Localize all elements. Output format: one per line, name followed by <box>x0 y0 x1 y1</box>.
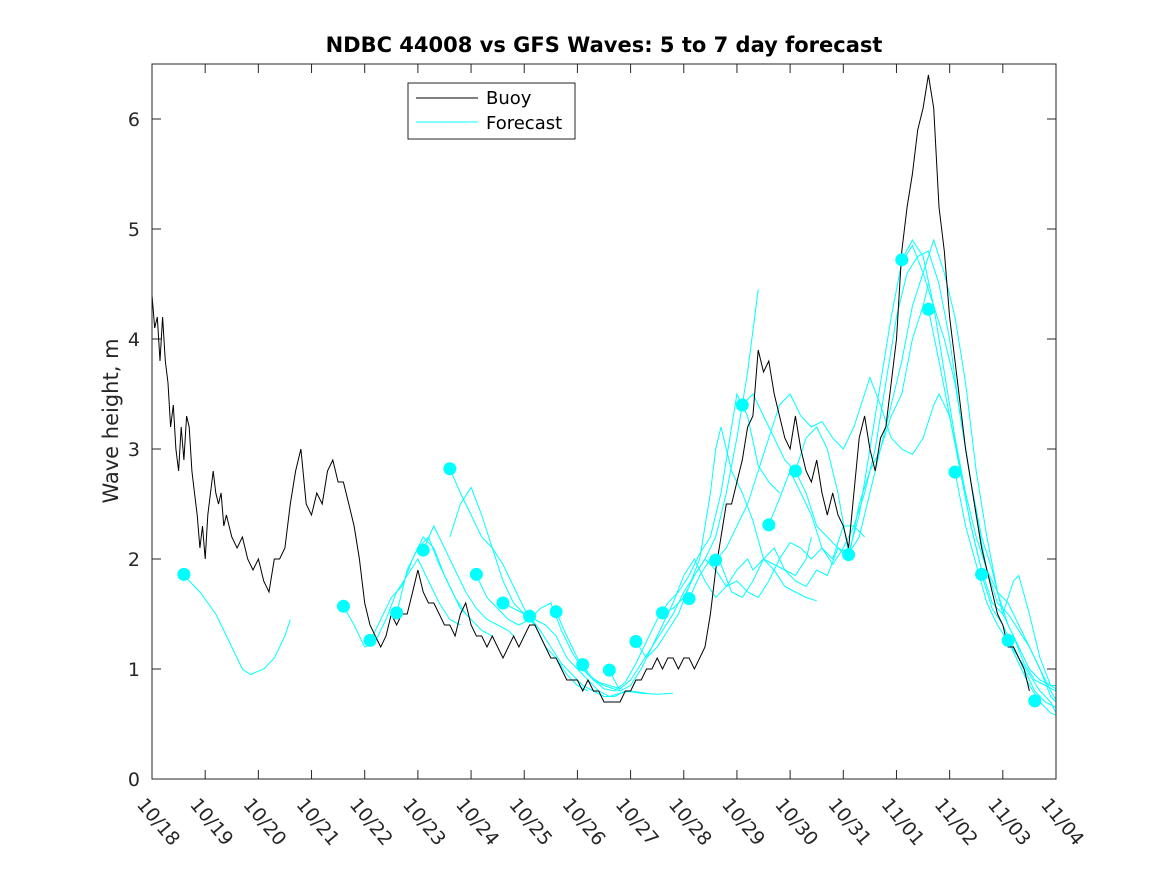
forecast-series-line <box>1007 640 1057 716</box>
forecast-series-line <box>635 426 817 659</box>
forecast-marker <box>336 599 350 613</box>
forecast-marker <box>576 658 590 672</box>
forecast-series-line <box>688 283 929 599</box>
forecast-series-line <box>927 309 1057 690</box>
forecast-marker <box>496 596 510 610</box>
forecast-marker <box>842 548 856 562</box>
forecast-marker <box>1028 694 1042 708</box>
forecast-marker <box>975 567 989 581</box>
forecast-marker <box>549 605 563 619</box>
y-tick-label: 0 <box>128 769 140 791</box>
y-tick-label: 1 <box>128 659 140 681</box>
forecast-marker <box>762 518 776 532</box>
forecast-series-line <box>183 575 291 676</box>
legend-buoy-label: Buoy <box>486 88 532 109</box>
legend-box <box>407 82 576 140</box>
forecast-marker <box>363 633 377 647</box>
forecast-marker <box>602 663 616 677</box>
forecast-series-line <box>662 525 865 614</box>
forecast-series-line <box>794 244 1057 701</box>
forecast-marker <box>469 567 483 581</box>
forecast-series-line <box>449 486 589 692</box>
forecast-marker <box>655 606 669 620</box>
forecast-series-line <box>422 524 514 637</box>
legend-forecast-label: Forecast <box>486 113 562 134</box>
forecast-lines <box>183 238 1057 716</box>
forecast-series-line <box>768 250 1057 692</box>
forecast-marker <box>390 606 404 620</box>
y-tick-label: 3 <box>128 439 140 461</box>
forecast-marker <box>177 567 191 581</box>
buoy-line <box>151 74 1030 703</box>
forecast-marker <box>895 253 909 267</box>
forecast-series-line <box>396 536 493 637</box>
forecast-marker <box>788 464 802 478</box>
forecast-marker <box>921 302 935 316</box>
y-axis-label: Wave height, m <box>99 338 123 503</box>
forecast-marker <box>1001 633 1015 647</box>
forecast-marker <box>416 543 430 557</box>
forecast-series-line <box>342 557 461 648</box>
legend: Buoy Forecast <box>407 82 576 140</box>
plot-area <box>152 64 1056 779</box>
forecast-marker <box>629 635 643 648</box>
forecast-series-line <box>901 239 1057 703</box>
plot-frame <box>151 63 1057 780</box>
y-tick-label: 2 <box>128 549 140 571</box>
forecast-markers <box>177 253 1042 708</box>
forecast-series-line <box>555 289 759 690</box>
chart-title: NDBC 44008 vs GFS Waves: 5 to 7 day fore… <box>326 33 883 57</box>
forecast-marker <box>682 592 696 606</box>
forecast-marker <box>709 553 723 567</box>
forecast-marker <box>443 462 457 476</box>
forecast-series-line <box>582 392 780 692</box>
forecast-series-line <box>715 375 983 571</box>
y-tick-label: 4 <box>128 329 140 351</box>
forecast-marker <box>735 398 749 412</box>
forecast-series-line <box>608 536 812 692</box>
forecast-marker <box>948 465 962 479</box>
y-tick-label: 6 <box>128 109 140 131</box>
y-tick-label: 5 <box>128 219 140 241</box>
forecast-marker <box>523 609 537 623</box>
